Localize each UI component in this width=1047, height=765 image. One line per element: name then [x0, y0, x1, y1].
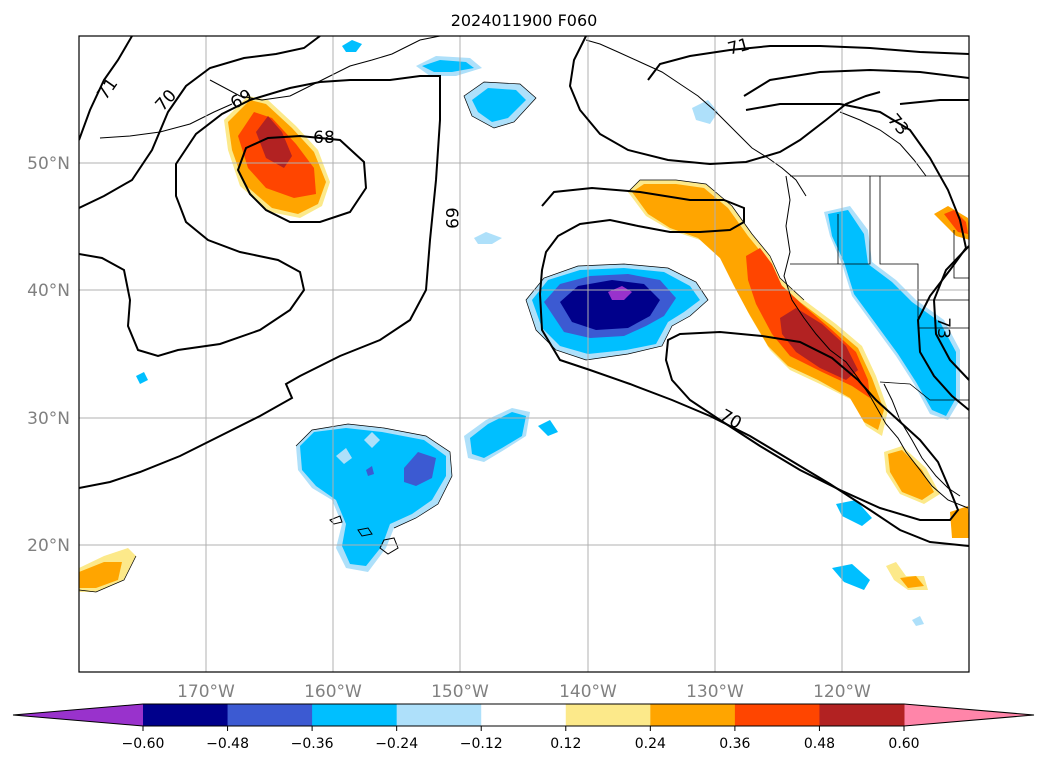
anomaly-positive-max: [256, 116, 292, 168]
lon-tick-labels: 170°W 160°W 150°W 140°W 130°W 120°W: [177, 682, 871, 702]
anomaly-negative: [136, 372, 148, 384]
contour-73: [745, 103, 969, 411]
contour-71-north: [568, 36, 881, 166]
fill-outline: [463, 81, 537, 129]
colorbar-tick-label: 0.12: [550, 736, 581, 752]
coastline-aleutians: [99, 103, 233, 139]
lat-tick-label: 30°N: [27, 409, 70, 429]
colorbar-tick-label: −0.48: [206, 736, 249, 752]
contour-label: 68: [313, 128, 335, 148]
coastlines: [99, 36, 969, 555]
contour-70-west: [79, 36, 321, 209]
colorbar-segment: [227, 704, 313, 726]
fill-outline: [295, 423, 453, 529]
colorbar-extend-low: [13, 704, 143, 726]
colorbar-tick-label: 0.24: [635, 736, 666, 752]
lat-tick-labels: 20°N 30°N 40°N 50°N: [27, 154, 70, 556]
contour-label: 71: [726, 35, 752, 60]
fill-outline: [79, 555, 137, 593]
map-frame: [78, 35, 970, 673]
colorbar-segment: [650, 704, 736, 726]
colorbar-extend-high: [904, 704, 1034, 726]
lat-tick-label: 20°N: [27, 536, 70, 556]
border: [879, 381, 969, 401]
border: [953, 230, 969, 279]
lat-tick-label: 50°N: [27, 154, 70, 174]
contour-71-east: [664, 330, 960, 521]
lon-tick-label: 130°W: [686, 682, 744, 702]
lon-tick-label: 150°W: [431, 682, 489, 702]
figure-title: 2024011900 F060: [451, 11, 598, 30]
fill-outline: [525, 263, 709, 361]
anomaly-negative: [474, 232, 502, 244]
anomaly-negative: [538, 420, 558, 436]
colorbar-segment: [481, 704, 567, 726]
contour-73b: [899, 99, 969, 105]
colorbar-tick-label: −0.36: [291, 736, 334, 752]
lat-tick-label: 40°N: [27, 281, 70, 301]
map-content: 71 70 69 68 69 71 73 73 70: [79, 35, 969, 672]
contour-label: 69: [441, 207, 461, 229]
lon-tick-label: 120°W: [813, 682, 871, 702]
anomaly-negative: [470, 412, 526, 458]
coastline-baja: [883, 383, 961, 497]
anomaly-negative-strong: [366, 466, 374, 476]
colorbar-segment: [565, 704, 651, 726]
colorbar-tick-label: −0.24: [375, 736, 418, 752]
fill-outline: [627, 179, 805, 301]
coastline-west-us: [783, 175, 969, 509]
anomaly-negative: [836, 500, 872, 526]
colorbar-tick-label: −0.12: [460, 736, 503, 752]
lon-tick-label: 160°W: [304, 682, 362, 702]
anomaly-positive-max: [780, 308, 858, 380]
anomaly-negative-light-inner: [336, 448, 352, 464]
anomaly-negative-light-inner: [364, 432, 380, 448]
anomaly-negative: [472, 88, 526, 122]
contour-70-east: [538, 186, 969, 547]
colorbar-tick-label: 0.48: [804, 736, 835, 752]
anomaly-negative: [422, 60, 474, 72]
coastline-gulf-alaska: [585, 39, 807, 197]
anomaly-negative-strong: [404, 452, 436, 486]
fill-outlines: [79, 81, 805, 593]
colorbar-tick-label: −0.60: [122, 736, 165, 752]
colorbar-tick-label: 0.36: [719, 736, 750, 752]
gridlines: [79, 36, 969, 672]
contour-69: [79, 75, 441, 489]
border: [790, 176, 871, 265]
contour-72b: [743, 68, 969, 97]
anomaly-negative: [342, 40, 362, 52]
anomaly-negative: [912, 616, 924, 626]
height-contours: [79, 36, 969, 547]
contour-label: 73: [933, 317, 953, 339]
lon-tick-label: 170°W: [177, 682, 235, 702]
colorbar-segment: [396, 704, 482, 726]
anomaly-positive: [888, 450, 934, 500]
contour-72: [647, 45, 969, 81]
contour-68-low: [236, 134, 368, 223]
colorbar-segment: [819, 704, 905, 726]
lon-tick-label: 140°W: [559, 682, 617, 702]
coastline-alaska: [209, 36, 441, 101]
anomaly-negative-stronger: [560, 280, 660, 330]
colorbar-segment: [143, 704, 229, 726]
colorbar-tick-label: 0.60: [888, 736, 919, 752]
contour-74: [932, 245, 969, 381]
anomaly-positive: [79, 562, 122, 588]
anomaly-negative: [692, 100, 718, 124]
colorbar-segment: [734, 704, 820, 726]
colorbar: −0.60 −0.48 −0.36 −0.24 −0.12 0.12 0.24 0.36 0.4…: [12, 703, 1035, 752]
anomaly-negative: [828, 210, 956, 416]
anomaly-positive: [900, 576, 924, 588]
colorbar-segment: [312, 704, 398, 726]
contour-71-west: [79, 36, 133, 141]
